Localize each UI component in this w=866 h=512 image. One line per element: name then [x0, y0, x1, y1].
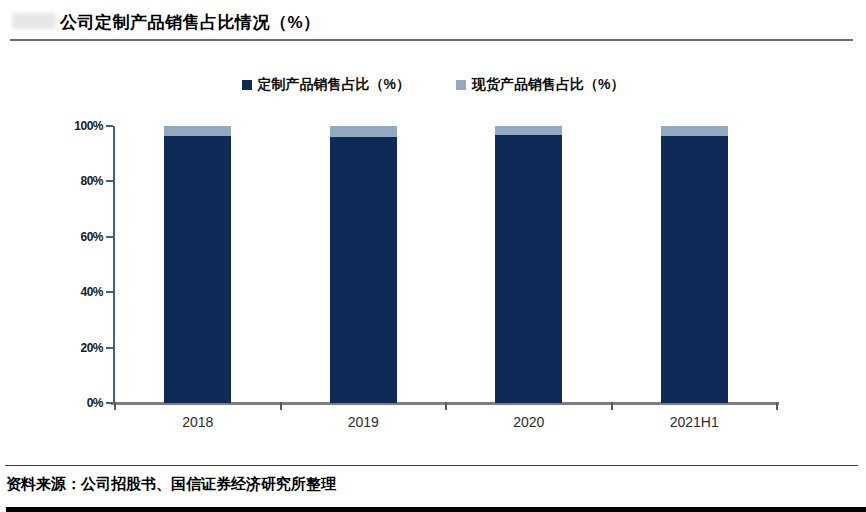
title-divider-line: [10, 39, 853, 41]
legend-item-0: 定制产品销售占比（%）: [242, 76, 410, 94]
y-axis-tick: [106, 180, 113, 182]
legend-label: 定制产品销售占比（%）: [258, 76, 410, 94]
faded-watermark: [12, 13, 56, 29]
x-axis-tick: [280, 402, 282, 410]
y-axis-tick: [106, 125, 113, 127]
bar-stack-2018: [164, 126, 231, 403]
bar-segment-spot-2019: [330, 126, 397, 137]
legend: 定制产品销售占比（%） 现货产品销售占比（%）: [0, 76, 866, 94]
y-axis-tick-label: 40%: [55, 285, 103, 299]
bottom-rule-bar: [6, 507, 866, 512]
footer-divider-line: [5, 465, 858, 466]
bar-segment-spot-2020: [495, 126, 562, 135]
y-axis-tick-label: 0%: [55, 396, 103, 410]
x-axis-tick: [776, 402, 778, 410]
x-axis-category-label: 2018: [148, 414, 248, 430]
y-axis-tick-label: 80%: [55, 174, 103, 188]
bar-segment-custom-2021H1: [661, 136, 728, 403]
x-axis-category-label: 2021H1: [644, 414, 744, 430]
bar-stack-2020: [495, 126, 562, 403]
chart-title: 公司定制产品销售占比情况（%）: [60, 11, 321, 34]
x-axis-category-label: 2020: [479, 414, 579, 430]
x-axis-tick: [611, 402, 613, 410]
y-axis-tick: [106, 402, 113, 404]
bar-segment-custom-2018: [164, 136, 231, 403]
bar-segment-custom-2019: [330, 137, 397, 403]
source-note: 资料来源：公司招股书、国信证券经济研究所整理: [6, 475, 336, 494]
y-axis-tick: [106, 291, 113, 293]
bar-stack-2021H1: [661, 126, 728, 403]
bar-segment-custom-2020: [495, 135, 562, 403]
x-axis-tick: [114, 402, 116, 410]
y-axis-tick: [106, 236, 113, 238]
x-axis-category-label: 2019: [313, 414, 413, 430]
bar-segment-spot-2018: [164, 126, 231, 136]
legend-item-1: 现货产品销售占比（%）: [456, 76, 624, 94]
legend-swatch-icon: [242, 80, 252, 90]
plot-area: [115, 126, 777, 403]
legend-label: 现货产品销售占比（%）: [472, 76, 624, 94]
legend-swatch-icon: [456, 80, 466, 90]
x-axis-tick: [445, 402, 447, 410]
y-axis-tick-label: 20%: [55, 341, 103, 355]
y-axis-tick-label: 60%: [55, 230, 103, 244]
y-axis-tick: [106, 347, 113, 349]
bar-stack-2019: [330, 126, 397, 403]
y-axis-tick-label: 100%: [55, 119, 103, 133]
bar-segment-spot-2021H1: [661, 126, 728, 136]
